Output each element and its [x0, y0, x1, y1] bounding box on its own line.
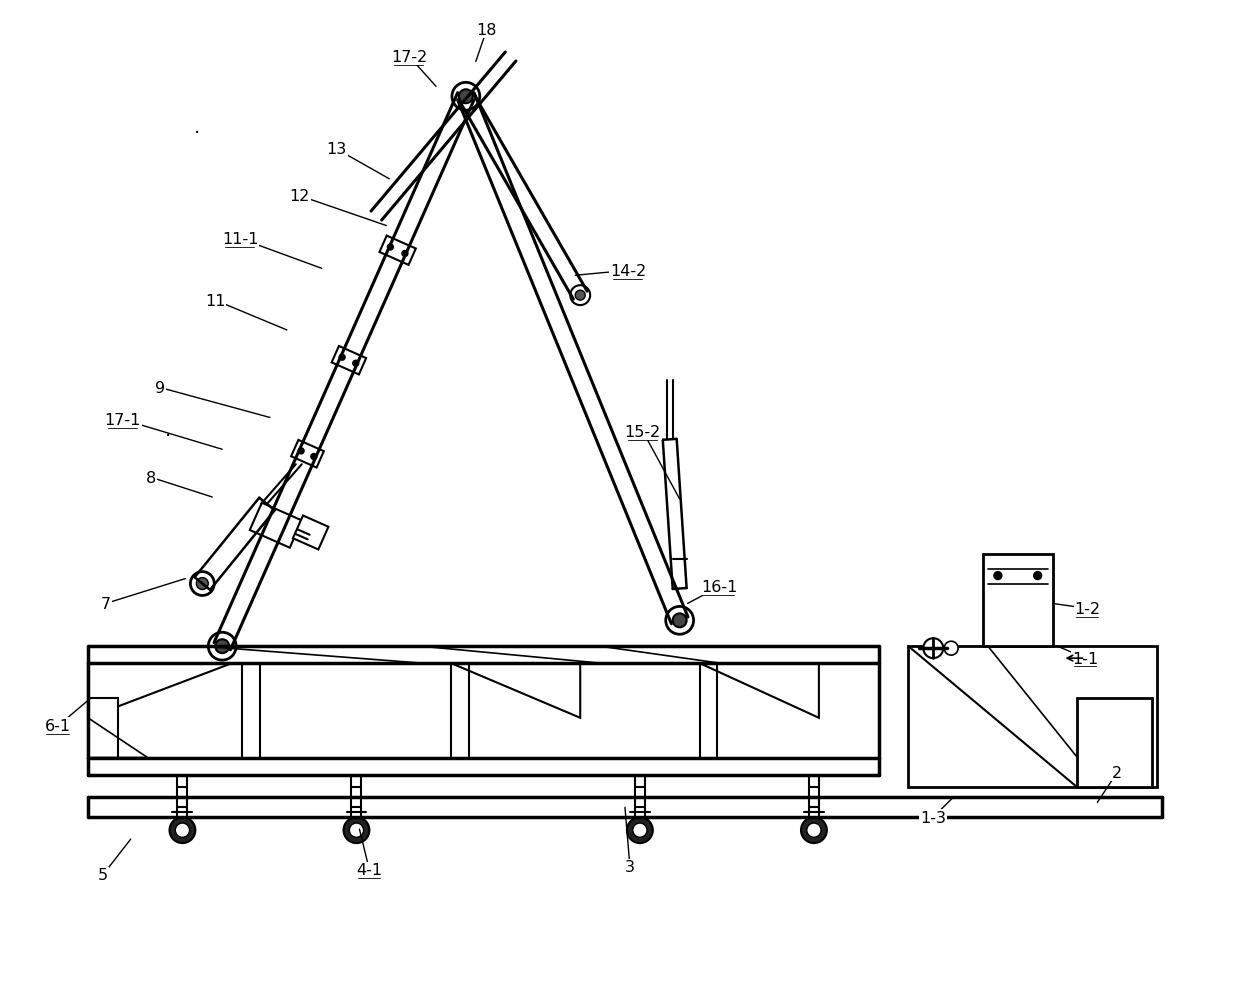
Text: 17-1: 17-1	[104, 413, 141, 428]
Text: 14-2: 14-2	[610, 264, 646, 279]
Circle shape	[666, 607, 693, 634]
Text: 17-2: 17-2	[391, 50, 428, 65]
Polygon shape	[249, 503, 301, 548]
Polygon shape	[88, 698, 118, 758]
Text: 12: 12	[290, 189, 310, 204]
Circle shape	[343, 818, 370, 844]
Polygon shape	[379, 236, 415, 266]
Text: 6-1: 6-1	[45, 718, 71, 733]
Bar	[983, 554, 1053, 646]
Text: 1-1: 1-1	[1073, 651, 1099, 666]
Text: 11-1: 11-1	[222, 231, 258, 246]
Circle shape	[352, 361, 358, 367]
Text: 11: 11	[205, 294, 226, 309]
Bar	[909, 646, 1157, 788]
Text: 15-2: 15-2	[625, 425, 661, 440]
Circle shape	[196, 578, 208, 590]
Circle shape	[311, 454, 317, 460]
Circle shape	[944, 641, 959, 655]
Circle shape	[387, 244, 393, 250]
Circle shape	[632, 824, 647, 838]
Bar	[1078, 698, 1152, 788]
Circle shape	[627, 818, 652, 844]
Circle shape	[191, 572, 215, 596]
Text: .: .	[195, 117, 201, 136]
Text: 18: 18	[476, 23, 497, 38]
Circle shape	[673, 614, 687, 627]
Circle shape	[924, 638, 944, 658]
Text: 8: 8	[145, 470, 156, 485]
Text: 3: 3	[625, 860, 635, 875]
Polygon shape	[331, 347, 366, 375]
Circle shape	[170, 818, 196, 844]
Circle shape	[451, 83, 480, 111]
Circle shape	[216, 639, 229, 653]
Polygon shape	[291, 441, 324, 468]
Circle shape	[994, 572, 1002, 580]
Circle shape	[801, 818, 827, 844]
Text: 16-1: 16-1	[702, 579, 738, 594]
Circle shape	[339, 355, 345, 361]
Text: 13: 13	[326, 142, 347, 157]
Text: 1-3: 1-3	[920, 810, 946, 825]
Circle shape	[807, 824, 821, 838]
Circle shape	[208, 632, 236, 660]
Circle shape	[298, 449, 304, 455]
Text: .: .	[165, 421, 171, 440]
Circle shape	[402, 252, 408, 258]
Text: 7: 7	[100, 596, 110, 611]
Text: 2: 2	[1112, 766, 1122, 781]
Polygon shape	[293, 516, 329, 550]
Text: 1-2: 1-2	[1074, 601, 1100, 616]
Circle shape	[350, 824, 363, 838]
Circle shape	[459, 90, 472, 104]
Circle shape	[570, 286, 590, 306]
Circle shape	[1034, 572, 1042, 580]
Circle shape	[575, 291, 585, 301]
Circle shape	[175, 824, 190, 838]
Text: 4-1: 4-1	[356, 863, 382, 878]
Text: 9: 9	[155, 381, 166, 396]
Text: 5: 5	[98, 868, 108, 883]
